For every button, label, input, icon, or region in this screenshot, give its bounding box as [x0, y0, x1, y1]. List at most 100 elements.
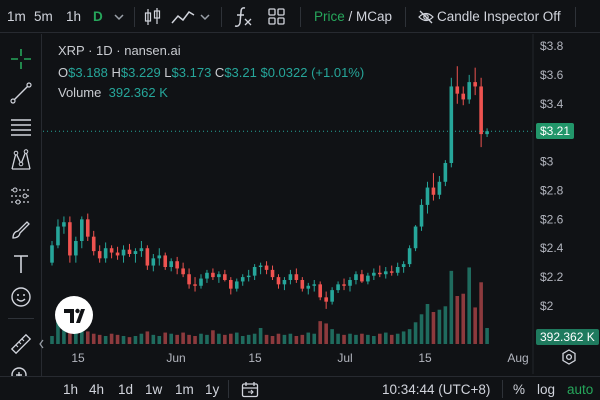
candle-body: [80, 219, 84, 241]
volume-bar: [318, 321, 322, 344]
tradingview-logo-icon[interactable]: [55, 296, 93, 334]
x-tick-label: Jul: [337, 351, 352, 365]
eye-off-icon[interactable]: [418, 9, 434, 25]
candle-body: [330, 290, 334, 302]
candle-body: [294, 274, 299, 280]
volume-bar: [431, 312, 436, 344]
pattern-icon[interactable]: [9, 148, 33, 172]
range-1w[interactable]: 1w: [145, 382, 163, 397]
volume-bar: [294, 336, 299, 344]
volume-bar: [360, 333, 364, 344]
last-price-badge: $3.21: [536, 123, 575, 139]
volume-bar: [306, 332, 311, 344]
y-tick-label: $3.8: [540, 39, 564, 53]
close-key: C: [214, 65, 225, 80]
volume-bar: [336, 333, 340, 344]
candle-body: [157, 255, 162, 259]
x-tick-label: 15: [418, 351, 432, 365]
volume-bar: [68, 328, 72, 344]
range-1m[interactable]: 1m: [175, 382, 194, 397]
chevron-down-icon[interactable]: [113, 11, 125, 23]
candle-body: [282, 280, 287, 285]
price-mcap-toggle[interactable]: Price / MCap: [314, 0, 392, 33]
candle-body: [91, 236, 96, 252]
candle-body: [252, 267, 257, 276]
auto-toggle[interactable]: auto: [567, 382, 594, 397]
clock-time: 10:34:44 (UTC+8): [382, 382, 491, 397]
y-tick-label: $2.8: [540, 183, 564, 197]
volume-bar: [455, 296, 460, 344]
candle-body: [318, 284, 322, 298]
range-1d[interactable]: 1d: [118, 382, 134, 397]
volume-bar: [115, 334, 120, 344]
y-tick-label: $3.4: [540, 97, 564, 111]
volume-bar: [133, 336, 138, 344]
forecast-icon[interactable]: [9, 184, 33, 208]
candles-icon[interactable]: [144, 7, 162, 27]
drawing-toolbar: [0, 34, 44, 400]
candle-body: [175, 261, 179, 269]
volume-bar: [175, 334, 179, 344]
candle-body: [139, 248, 144, 252]
crosshair-icon[interactable]: [9, 47, 33, 71]
volume-bar: [419, 314, 424, 344]
collapse-chevron-icon[interactable]: [38, 337, 44, 351]
candle-body: [229, 280, 233, 289]
y-tick-label: $3: [540, 155, 554, 169]
interval-5m[interactable]: 5m: [34, 9, 53, 24]
candle-body: [461, 93, 466, 100]
ruler-icon[interactable]: [9, 332, 33, 356]
emoji-icon[interactable]: [9, 285, 33, 309]
line-chart-icon[interactable]: [171, 8, 195, 26]
x-tick-label: 15: [71, 351, 85, 365]
mcap-label: MCap: [356, 9, 393, 24]
candle-body: [97, 251, 102, 259]
interval-d[interactable]: D: [93, 9, 103, 24]
fib-icon[interactable]: [9, 115, 33, 139]
price-chart[interactable]: $3.8$3.6$3.4$3.2$3$2.8$2.6$2.4$2.2$215Ju…: [43, 34, 600, 374]
candle-body: [407, 248, 412, 265]
candle-body: [401, 264, 406, 267]
chart-area[interactable]: $3.8$3.6$3.4$3.2$3$2.8$2.6$2.4$2.2$215Ju…: [43, 34, 600, 374]
volume-bar: [211, 330, 215, 344]
function-icon[interactable]: [233, 6, 253, 28]
candle-body: [336, 284, 340, 291]
volume-row: Volume 392.362 K: [58, 85, 168, 100]
bottom-toolbar: 1h 4h 1d 1w 1m 1y 10:34:44 (UTC+8) % log…: [0, 376, 600, 400]
interval-1h[interactable]: 1h: [66, 9, 82, 24]
candle-body: [133, 251, 138, 254]
log-toggle[interactable]: log: [537, 382, 556, 397]
volume-bar: [127, 337, 132, 344]
volume-bar: [324, 323, 328, 344]
ohlc-row: O$3.188 H$3.229 L$3.173 C$3.21 $0.0322 (…: [58, 65, 364, 80]
percent-toggle[interactable]: %: [513, 382, 526, 397]
volume-bar: [50, 336, 54, 344]
settings-icon[interactable]: [562, 349, 576, 365]
brush-icon[interactable]: [9, 218, 33, 242]
candle-body: [467, 82, 471, 100]
volume-bar: [354, 334, 358, 344]
candle-body: [217, 274, 221, 278]
range-4h[interactable]: 4h: [89, 382, 105, 397]
volume-bar: [383, 332, 388, 344]
range-1h[interactable]: 1h: [63, 382, 79, 397]
volume-bar: [467, 267, 471, 344]
volume-bar: [372, 336, 376, 344]
volume-bar: [217, 333, 221, 344]
volume-bar: [56, 321, 60, 344]
text-icon[interactable]: [9, 252, 33, 276]
divider: [300, 7, 301, 27]
chevron-down-icon[interactable]: [199, 11, 211, 23]
volume-bar: [169, 333, 173, 344]
candle-inspector-toggle[interactable]: Candle Inspector Off: [437, 9, 561, 24]
candle-body: [85, 219, 90, 237]
grid-icon[interactable]: [268, 8, 286, 26]
calendar-icon[interactable]: [241, 381, 259, 398]
candle-body: [145, 248, 150, 266]
volume-bar: [252, 333, 257, 344]
range-1y[interactable]: 1y: [205, 382, 220, 397]
volume-bar: [199, 333, 203, 344]
trend-line-icon[interactable]: [9, 81, 33, 105]
volume-bar: [300, 334, 305, 344]
interval-1m[interactable]: 1m: [7, 9, 26, 24]
